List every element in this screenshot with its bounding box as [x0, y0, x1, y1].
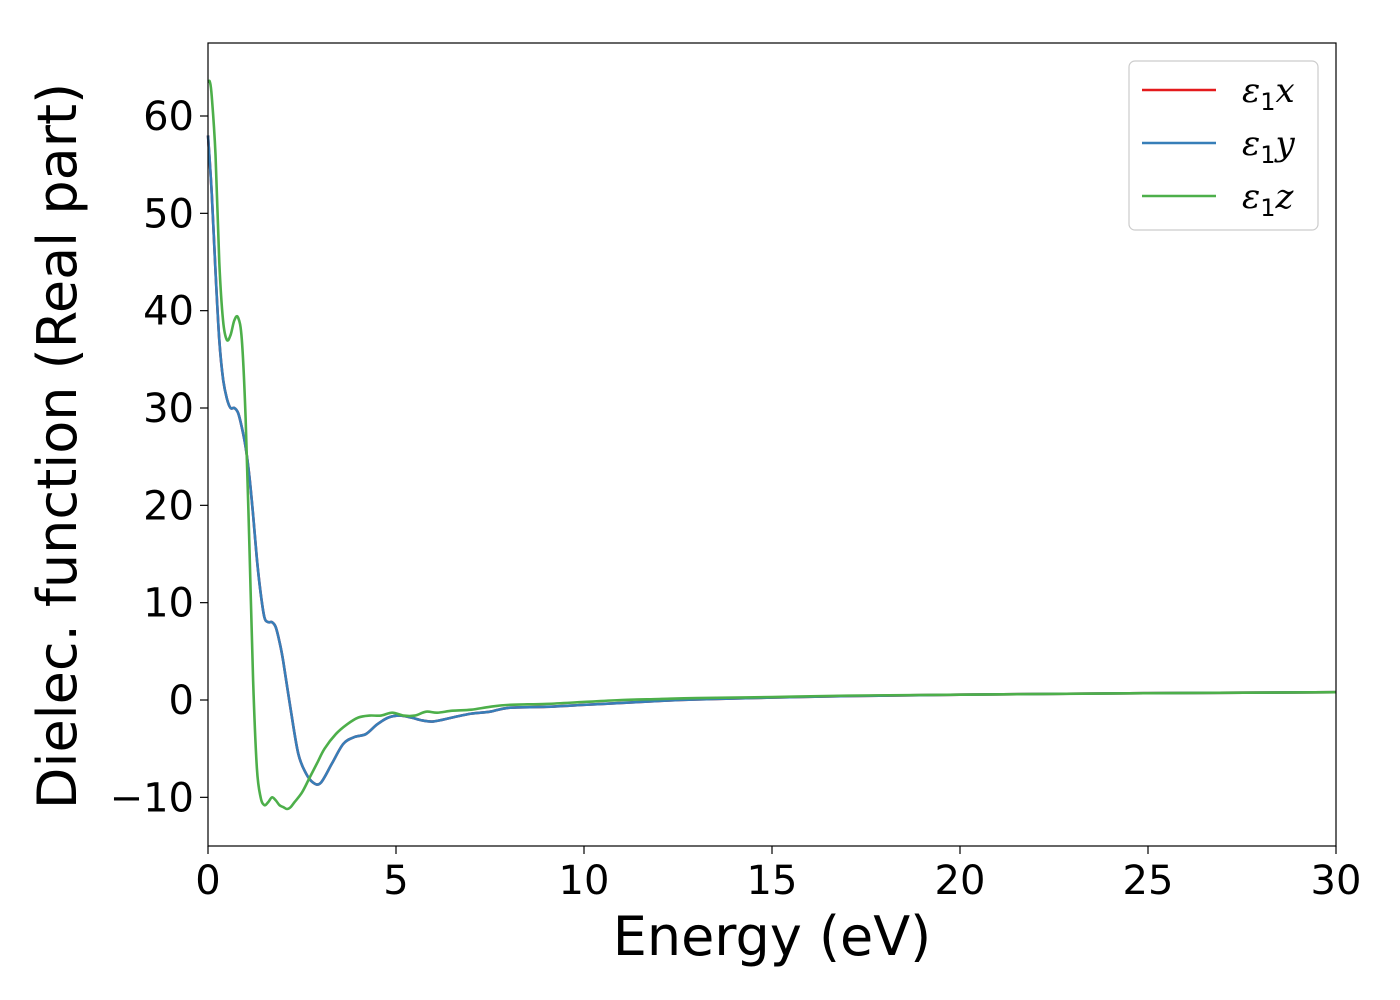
- y-tick-label: 20: [143, 483, 194, 529]
- x-tick-label: 30: [1311, 858, 1362, 904]
- x-tick-label: 0: [195, 858, 220, 904]
- y-tick-label: 30: [143, 386, 194, 432]
- y-axis-title: Dielec. function (Real part): [26, 83, 89, 809]
- x-tick-label: 20: [935, 858, 986, 904]
- y-tick-label: 0: [169, 678, 194, 724]
- legend-label-z: ε1z: [1242, 177, 1295, 222]
- y-tick-label: 40: [143, 289, 194, 335]
- legend-label-x: ε1x: [1242, 71, 1295, 116]
- x-axis-title: Energy (eV): [613, 905, 932, 968]
- x-tick-label: 25: [1123, 858, 1174, 904]
- y-tick-label: 50: [143, 191, 194, 237]
- legend: ε1x ε1y ε1z: [1128, 60, 1319, 231]
- legend-items: ε1x ε1y ε1z: [1142, 71, 1296, 222]
- y-tick-label: 60: [143, 94, 194, 140]
- y-tick-label: −10: [110, 775, 194, 821]
- y-tick-label: 10: [143, 581, 194, 627]
- x-tick-label: 15: [747, 858, 798, 904]
- series-layer: [206, 79, 1337, 811]
- x-tick-label: 5: [383, 858, 408, 904]
- legend-frame: [1128, 60, 1319, 231]
- plot-frame: [207, 42, 1337, 847]
- x-tick-label: 10: [559, 858, 610, 904]
- series-line-z: [207, 79, 1337, 811]
- series-line-y: [206, 135, 1337, 786]
- legend-label-y: ε1y: [1242, 124, 1296, 169]
